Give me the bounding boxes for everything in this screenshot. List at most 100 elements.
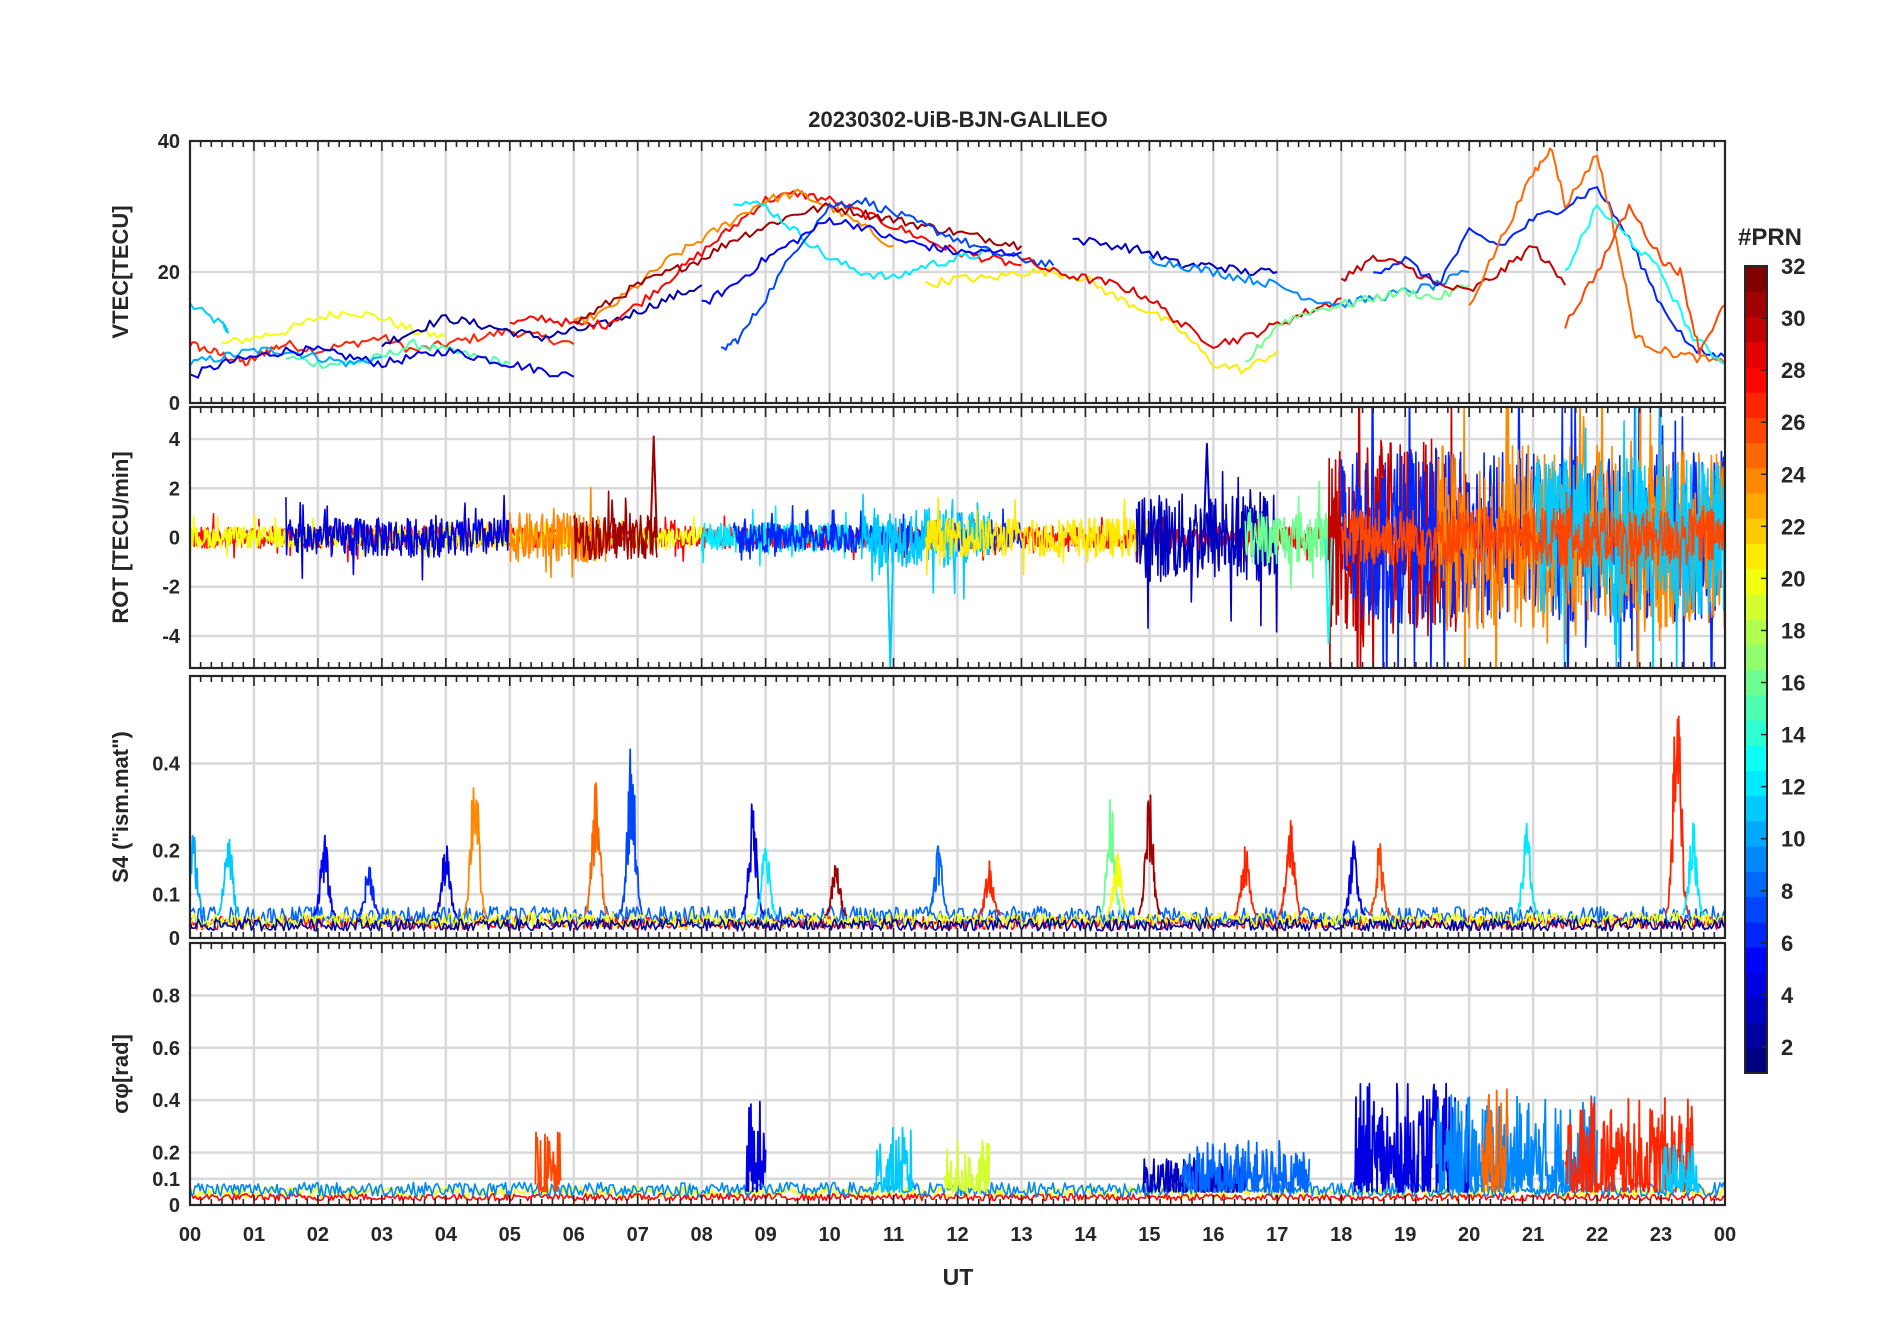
series-line bbox=[1342, 840, 1366, 916]
series-line bbox=[190, 918, 1725, 932]
x-tick-label: 00 bbox=[179, 1224, 201, 1246]
panel-rot: 4 2 0 -2 -4 ROT [TECU/min] bbox=[108, 405, 1727, 670]
y-tick-label: 0 bbox=[169, 528, 180, 550]
series-line bbox=[1564, 1097, 1694, 1193]
series-line bbox=[1135, 470, 1279, 633]
colorbar-tick-label: 8 bbox=[1781, 879, 1793, 904]
series-line bbox=[1514, 822, 1539, 916]
x-axis-label: UT bbox=[943, 1264, 974, 1290]
series-line bbox=[534, 1131, 562, 1193]
series-line bbox=[1202, 442, 1212, 538]
x-tick-label: 11 bbox=[883, 1224, 904, 1246]
x-tick-label: 03 bbox=[371, 1224, 393, 1246]
y-tick-label: 4 bbox=[169, 429, 181, 451]
y-tick-label: 0.6 bbox=[152, 1038, 180, 1060]
colorbar-tick-label: 22 bbox=[1781, 514, 1805, 539]
x-tick-label: 09 bbox=[755, 1224, 777, 1246]
series-line bbox=[434, 845, 458, 917]
colorbar-segment bbox=[1745, 921, 1767, 948]
colorbar-segment bbox=[1745, 442, 1767, 469]
series-line bbox=[649, 435, 658, 538]
colorbar-tick-label: 20 bbox=[1781, 566, 1805, 591]
x-tick-label: 00 bbox=[1714, 1224, 1736, 1246]
series-line bbox=[573, 490, 658, 561]
y-tick-label: 0.1 bbox=[152, 1169, 180, 1191]
y-tick-label: 0.4 bbox=[152, 1090, 181, 1112]
x-tick-label: 01 bbox=[243, 1224, 265, 1246]
colorbar-segment bbox=[1745, 417, 1767, 444]
series-line bbox=[701, 217, 1022, 305]
y-axis-label: ROT [TECU/min] bbox=[108, 451, 133, 623]
series-line bbox=[509, 190, 1022, 330]
y-tick-label: 0 bbox=[169, 393, 180, 415]
colorbar-segment bbox=[1745, 644, 1767, 671]
series-line bbox=[943, 1139, 991, 1193]
y-tick-label: 0.2 bbox=[152, 841, 180, 863]
series-line bbox=[1244, 480, 1343, 590]
series-line bbox=[860, 493, 991, 600]
y-tick-label: -4 bbox=[162, 626, 181, 648]
colorbar-tick-label: 16 bbox=[1781, 671, 1805, 696]
panel-vtec: 0 20 40 VTEC[TECU] bbox=[108, 131, 1727, 415]
series-line bbox=[462, 787, 487, 916]
series-line bbox=[584, 782, 609, 916]
series-group bbox=[190, 147, 1725, 379]
series-line bbox=[824, 865, 848, 917]
y-tick-label: -2 bbox=[162, 577, 180, 599]
series-line bbox=[1324, 537, 1333, 645]
series-line bbox=[1180, 1140, 1311, 1193]
colorbar-tick-label: 12 bbox=[1781, 775, 1805, 800]
x-tick-label: 14 bbox=[1074, 1224, 1097, 1246]
series-line bbox=[285, 338, 511, 369]
series-line bbox=[1532, 407, 1725, 668]
colorbar-tick-label: 32 bbox=[1781, 254, 1805, 279]
series-line bbox=[190, 346, 382, 368]
colorbar-tick-label: 28 bbox=[1781, 358, 1805, 383]
colorbar-segment bbox=[1745, 392, 1767, 418]
series-line bbox=[190, 302, 230, 334]
x-tick-label: 17 bbox=[1266, 1224, 1288, 1246]
y-tick-label: 40 bbox=[158, 131, 180, 153]
colorbar-tick-label: 14 bbox=[1781, 723, 1806, 748]
series-line bbox=[1137, 794, 1162, 916]
colorbar-tick-label: 18 bbox=[1781, 618, 1805, 643]
series-line bbox=[285, 494, 511, 581]
x-tick-label: 10 bbox=[818, 1224, 840, 1246]
colorbar-tick-label: 30 bbox=[1781, 306, 1805, 331]
series-line bbox=[1099, 799, 1124, 915]
series-line bbox=[381, 284, 703, 348]
series-line bbox=[1664, 715, 1690, 915]
series-group bbox=[190, 407, 1725, 668]
x-tick-label: 05 bbox=[499, 1224, 521, 1246]
y-axis-label: σφ[rad] bbox=[108, 1034, 133, 1114]
colorbar-frame bbox=[1744, 265, 1768, 1074]
x-tick-label: 18 bbox=[1330, 1224, 1352, 1246]
y-axis-label: S4 ("ism.mat") bbox=[108, 731, 133, 883]
colorbar-segment bbox=[1745, 543, 1767, 570]
series-line bbox=[753, 847, 778, 916]
y-tick-label: 0.1 bbox=[152, 884, 180, 906]
colorbar-tick-label: 2 bbox=[1781, 1035, 1793, 1060]
colorbar-segment bbox=[1745, 316, 1767, 343]
colorbar-segment bbox=[1745, 719, 1767, 746]
y-axis-label: VTEC[TECU] bbox=[108, 205, 133, 338]
series-line bbox=[357, 866, 381, 917]
series-line bbox=[886, 537, 895, 668]
colorbar-segment bbox=[1745, 871, 1767, 898]
series-line bbox=[190, 345, 575, 379]
colorbar-segment bbox=[1745, 492, 1767, 519]
y-tick-label: 2 bbox=[169, 478, 180, 500]
x-tick-label: 19 bbox=[1394, 1224, 1416, 1246]
y-tick-label: 0.2 bbox=[152, 1143, 180, 1165]
series-group bbox=[190, 715, 1725, 932]
colorbar-tick-label: 26 bbox=[1781, 410, 1805, 435]
series-line bbox=[1340, 245, 1566, 292]
colorbar-segment bbox=[1745, 568, 1767, 595]
series-line bbox=[720, 197, 1055, 351]
y-tick-label: 0 bbox=[169, 928, 180, 950]
series-line bbox=[1244, 284, 1470, 363]
series-line bbox=[216, 838, 240, 916]
x-tick-label: 07 bbox=[627, 1224, 649, 1246]
